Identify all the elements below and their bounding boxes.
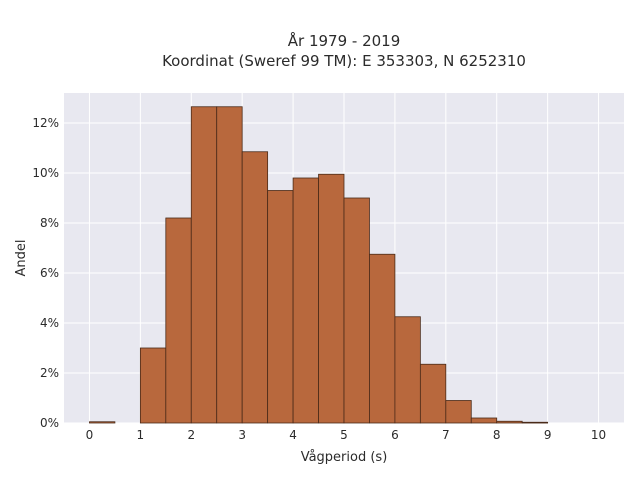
x-tick-labels: 0 1 2 3 4 5 6 7 8 9 10 xyxy=(86,428,607,442)
histogram-bar xyxy=(267,190,294,424)
histogram-bar xyxy=(496,420,523,424)
y-tick-labels: 0% 2% 4% 6% 8% 10% 12% xyxy=(32,116,59,430)
y-tick-label: 0% xyxy=(40,416,59,430)
y-tick-label: 6% xyxy=(40,266,59,280)
histogram-bar xyxy=(419,363,447,424)
histogram-bar xyxy=(318,173,345,424)
y-tick-label: 10% xyxy=(32,166,59,180)
x-tick-label: 1 xyxy=(137,428,145,442)
y-tick-label: 4% xyxy=(40,316,59,330)
x-tick-label: 2 xyxy=(187,428,195,442)
histogram-bar xyxy=(394,316,421,424)
y-axis-label: Andel xyxy=(14,240,29,277)
y-tick-label: 12% xyxy=(32,116,59,130)
x-tick-label: 10 xyxy=(591,428,606,442)
histogram-bar xyxy=(369,253,396,424)
histogram-bar xyxy=(343,197,370,424)
histogram-bar xyxy=(139,347,167,424)
x-tick-label: 8 xyxy=(493,428,501,442)
y-tick-label: 8% xyxy=(40,216,59,230)
y-tick-label: 2% xyxy=(40,366,59,380)
x-tick-label: 7 xyxy=(442,428,450,442)
histogram-bar xyxy=(445,400,472,424)
chart-title-line-1: År 1979 - 2019 xyxy=(288,31,401,50)
x-tick-label: 9 xyxy=(544,428,552,442)
x-tick-label: 4 xyxy=(289,428,297,442)
x-tick-label: 0 xyxy=(86,428,94,442)
chart-title-line-2: Koordinat (Sweref 99 TM): E 353303, N 62… xyxy=(162,52,526,70)
histogram-bar xyxy=(241,151,269,424)
bars xyxy=(89,106,549,424)
histogram-bar xyxy=(165,217,192,424)
x-axis-label: Vågperiod (s) xyxy=(301,450,388,465)
histogram-bar xyxy=(190,106,218,424)
histogram-bar xyxy=(89,421,116,424)
x-tick-label: 5 xyxy=(340,428,348,442)
histogram-bar xyxy=(521,421,549,424)
histogram-bar xyxy=(470,417,498,424)
x-tick-label: 3 xyxy=(238,428,246,442)
x-tick-label: 6 xyxy=(391,428,399,442)
histogram-bar xyxy=(216,106,243,424)
histogram-bar xyxy=(292,177,319,424)
